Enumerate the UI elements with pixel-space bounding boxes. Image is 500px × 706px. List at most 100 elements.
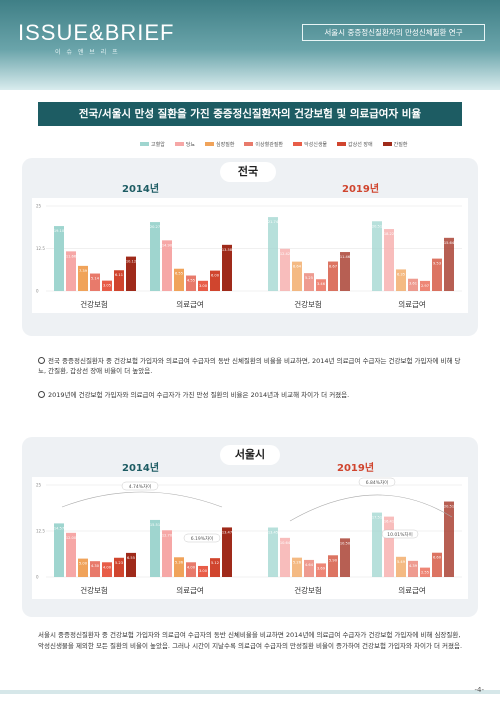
bar-악성신생물 xyxy=(198,280,208,291)
bar-value-label: 10.64 xyxy=(280,541,291,545)
bar-value-label: 8.64 xyxy=(293,265,302,269)
bar-value-label: 18.22 xyxy=(384,232,394,236)
bullet-icon xyxy=(38,357,45,364)
bar-value-label: 5.14 xyxy=(91,277,100,281)
panel-national: 전국 2014년 2019년 25 12.5 0 19.10 11.66 7.39 5.14… xyxy=(22,158,478,336)
bar-value-label: 14.90 xyxy=(162,243,173,247)
panel-seoul-title: 서울시 xyxy=(220,445,280,465)
difference-annotation: 6.19%차이 xyxy=(191,535,214,542)
note-2-text: 2019년에 건강보험 가입자와 의료급여 수급자가 가진 만성 질환의 비율은… xyxy=(48,391,350,399)
bar-악성신생물 xyxy=(102,280,112,291)
national-chart-area: 25 12.5 0 19.10 11.66 7.39 5.14 3.05 6.11 10.12 건강… xyxy=(32,198,468,313)
bar-value-label: 15.64 xyxy=(444,241,455,245)
legend-swatch xyxy=(293,142,303,146)
y-axis-tick: 12.5 xyxy=(36,246,45,251)
bar-갑상선 장애 xyxy=(114,557,124,577)
annotation-curve xyxy=(61,491,223,508)
bar-이상혈관질환 xyxy=(90,561,100,577)
group-label: 의료급여 xyxy=(398,585,426,595)
bar-간질환 xyxy=(222,527,232,577)
bar-value-label: 14.57 xyxy=(54,526,64,530)
bar-당뇨 xyxy=(384,229,394,291)
bar-value-label: 11.66 xyxy=(66,254,77,258)
bar-value-label: 5.36 xyxy=(175,560,184,564)
bar-value-label: 3.61 xyxy=(409,282,417,286)
bar-갑상선 장애 xyxy=(432,258,442,291)
annotation-curve xyxy=(289,494,453,522)
bar-이상혈관질환 xyxy=(408,278,418,291)
legend-label: 갑상선 장애 xyxy=(348,141,373,148)
seoul-year-2014-label: 2014년 xyxy=(122,463,160,474)
bar-심장질환 xyxy=(292,261,302,291)
bar-value-label: 4.39 xyxy=(409,564,418,568)
bar-value-label: 6.11 xyxy=(115,273,123,277)
bar-value-label: 5.23 xyxy=(115,561,123,565)
legend-label: 당뇨 xyxy=(185,141,196,148)
page-number: -4- xyxy=(474,686,484,694)
panel-national-title: 전국 xyxy=(220,162,276,182)
bar-이상혈관질환 xyxy=(408,560,418,577)
bar-value-label: 5.49 xyxy=(397,560,406,564)
year-2014-label: 2014년 xyxy=(122,184,160,195)
bar-value-label: 4.55 xyxy=(187,279,195,283)
bar-이상혈관질환 xyxy=(186,562,196,577)
bullet-icon xyxy=(38,391,45,398)
legend-label: 이상혈관질환 xyxy=(255,141,284,148)
bar-고혈압 xyxy=(150,222,160,291)
group-label: 건강보험 xyxy=(80,585,108,595)
legend-swatch xyxy=(244,142,254,146)
bar-value-label: 16.41 xyxy=(384,520,394,524)
bar-value-label: 11.46 xyxy=(340,255,351,259)
bar-value-label: 5.00 xyxy=(79,562,88,566)
group-label: 건강보험 xyxy=(294,585,322,595)
bar-당뇨 xyxy=(162,530,172,577)
bar-value-label: 5.25 xyxy=(305,276,313,280)
series-title-box: 서울시 중증정신질환자의 만성신체질환 연구 xyxy=(302,24,485,41)
bar-value-label: 6.55 xyxy=(127,556,135,560)
difference-annotation: 10.01%차이 xyxy=(387,531,412,538)
bar-간질환 xyxy=(340,538,350,577)
bar-value-label: 9.53 xyxy=(433,262,441,266)
panel-seoul: 서울시 2014년 2019년 25 12.5 0 14.57 12.00 5.00 4.3… xyxy=(22,437,478,617)
bar-value-label: 3.46 xyxy=(317,282,326,286)
bar-value-label: 12.70 xyxy=(162,533,173,537)
bar-value-label: 12.42 xyxy=(280,252,290,256)
bar-value-label: 6.55 xyxy=(175,272,183,276)
year-2019-label: 2019년 xyxy=(342,184,380,195)
bar-value-label: 8.67 xyxy=(329,265,337,269)
issue-brief-logo: ISSUE&BRIEF xyxy=(18,20,175,45)
bar-당뇨 xyxy=(66,532,76,577)
note-2: 2019년에 건강보험 가입자와 의료급여 수급자가 가진 만성 질환의 비율은… xyxy=(38,390,468,400)
bar-갑상선 장애 xyxy=(210,270,220,291)
footer-bar xyxy=(0,690,500,694)
bar-간질환 xyxy=(340,252,350,291)
y-axis-tick: 25 xyxy=(36,483,42,488)
bar-value-label: 6.00 xyxy=(211,274,220,278)
bar-고혈압 xyxy=(372,512,382,577)
seoul-chart-area: 25 12.5 0 14.57 12.00 5.00 4.30 4.00 5.23 6.55 건강보… xyxy=(32,477,468,599)
bar-이상혈관질환 xyxy=(90,273,100,291)
legend-swatch xyxy=(382,142,392,146)
bar-value-label: 10.12 xyxy=(126,260,136,264)
legend-swatch xyxy=(205,142,215,146)
bar-value-label: 21.74 xyxy=(268,220,279,224)
bar-악성신생물 xyxy=(316,563,326,577)
bar-당뇨 xyxy=(280,248,290,291)
legend-swatch xyxy=(337,142,347,146)
y-axis-tick: 12.5 xyxy=(36,529,45,534)
legend-item: 심장질환 xyxy=(205,138,234,150)
bar-value-label: 4.30 xyxy=(91,564,100,568)
bar-악성신생물 xyxy=(102,562,112,577)
group-label: 의료급여 xyxy=(176,585,204,595)
bar-심장질환 xyxy=(174,557,184,577)
bar-value-label: 4.64 xyxy=(305,563,314,567)
bar-당뇨 xyxy=(280,537,290,577)
national-bar-chart: 25 12.5 0 19.10 11.66 7.395.143.05 6.11 10.12 건강… xyxy=(36,204,462,309)
bar-value-label: 2.55 xyxy=(421,571,429,575)
bar-고혈압 xyxy=(54,523,64,577)
bar-value-label: 3.00 xyxy=(199,284,208,288)
difference-annotation-box xyxy=(121,481,159,491)
legend-item: 당뇨 xyxy=(174,138,196,150)
bar-value-label: 7.39 xyxy=(79,269,88,273)
